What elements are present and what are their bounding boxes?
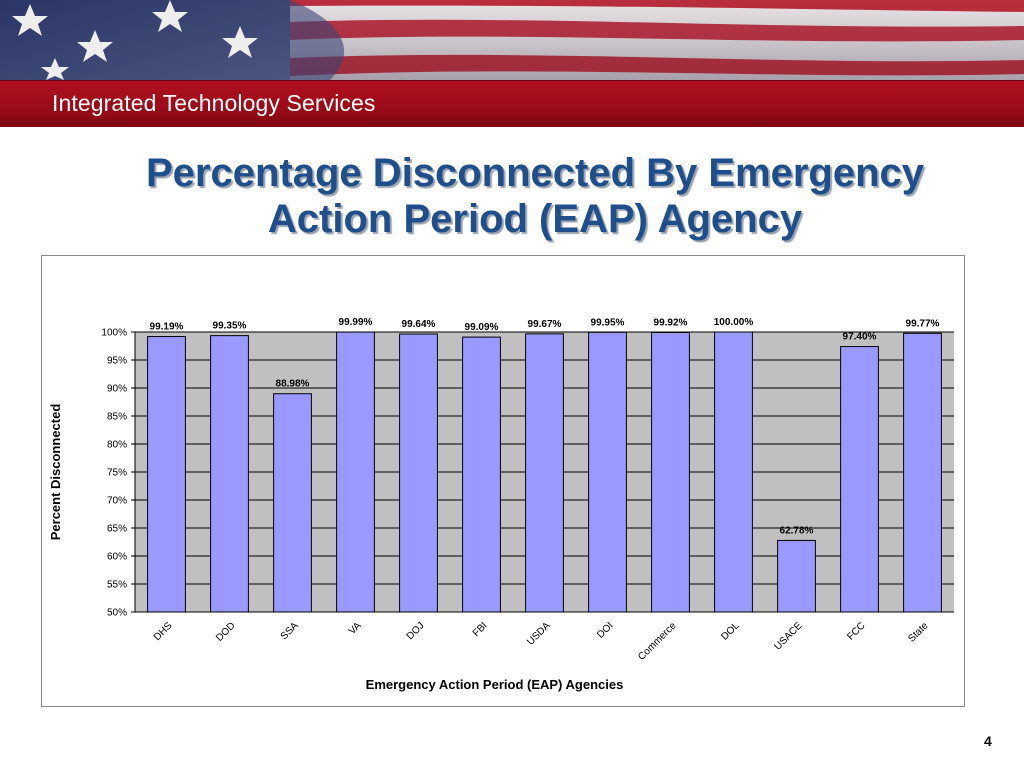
slide-title-line-2: Action Period (EAP) Agency (267, 197, 803, 241)
bar-dod (210, 335, 249, 613)
data-label: 99.64% (402, 319, 436, 330)
data-label: 99.95% (591, 317, 625, 328)
data-label: 99.67% (528, 319, 562, 330)
bar-chart: 50% 55% 60% 65% 70% 75% 80% 85% 90% 95% 100% 99.19%… (48, 317, 954, 692)
data-label: 62.78% (780, 525, 814, 536)
y-tick-label: 75% (107, 468, 127, 479)
header-bar: Integrated Technology Services (0, 80, 1024, 127)
x-tick-label: DOJ (405, 620, 427, 642)
y-tick-label: 85% (107, 412, 127, 423)
bar-doj (399, 333, 438, 613)
y-tick-label: 95% (107, 356, 127, 367)
flag-image (0, 0, 1024, 80)
bar-commerce (651, 331, 690, 613)
slide-title-line-1: Percentage Disconnected By Emergency (145, 151, 925, 195)
slide-title: Percentage Disconnected By Emergency Act… (60, 150, 1010, 242)
bar-ssa (273, 393, 312, 613)
bar-dhs (147, 336, 186, 613)
data-label: 99.19% (150, 322, 184, 333)
x-tick-label: FCC (845, 620, 867, 642)
x-tick-label: DOI (595, 620, 615, 640)
data-label: 99.99% (339, 317, 373, 328)
y-tick-label: 55% (107, 580, 127, 591)
bar-state (903, 332, 942, 613)
y-tick-label: 80% (107, 440, 127, 451)
star-icon (12, 0, 258, 80)
x-axis-title: Emergency Action Period (EAP) Agencies (366, 677, 624, 692)
x-tick-label: VA (347, 620, 364, 637)
bar-va (336, 331, 375, 613)
bar-doi (588, 331, 627, 613)
bar-usace (777, 539, 816, 613)
header-title: Integrated Technology Services (52, 90, 376, 116)
chart-frame: 50% 55% 60% 65% 70% 75% 80% 85% 90% 95% 100% 99.19%… (41, 255, 965, 707)
y-tick-label: 65% (107, 524, 127, 535)
x-tick-label: DHS (152, 620, 175, 643)
x-tick-label: USACE (772, 620, 804, 652)
x-tick-label: DOL (719, 620, 742, 643)
data-label: 99.09% (465, 322, 499, 333)
x-tick-label: DOD (214, 620, 238, 644)
y-tick-label: 50% (107, 608, 127, 619)
y-tick-label: 60% (107, 552, 127, 563)
x-tick-label: USDA (525, 620, 553, 648)
x-tick-label: Commerce (636, 620, 679, 663)
data-label: 99.92% (654, 317, 688, 328)
data-label: 99.77% (906, 318, 940, 329)
x-tick-label: SSA (279, 620, 301, 642)
data-label: 97.40% (843, 332, 877, 343)
x-tick-label: State (906, 620, 931, 645)
y-tick-label: 70% (107, 496, 127, 507)
bar-fcc (840, 346, 879, 613)
y-tick-label: 90% (107, 384, 127, 395)
data-label: 100.00% (714, 317, 754, 328)
data-label: 99.35% (213, 321, 247, 332)
bar-fbi (462, 336, 501, 613)
flag-banner (0, 0, 1024, 80)
data-label: 88.98% (276, 379, 310, 390)
page-number: 4 (984, 733, 992, 749)
y-tick-label: 100% (101, 328, 127, 339)
bar-usda (525, 333, 564, 613)
x-tick-label: FBI (471, 620, 490, 639)
y-axis-title: Percent Disconnected (48, 404, 63, 541)
bar-dol (714, 331, 753, 613)
